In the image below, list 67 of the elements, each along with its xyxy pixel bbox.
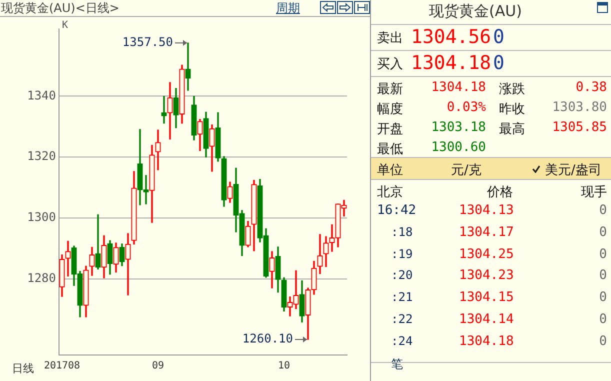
x-tick-label: 09 xyxy=(152,360,164,372)
text: 周期 xyxy=(276,0,300,17)
text: 0 xyxy=(599,290,607,306)
text: 最新 xyxy=(377,81,403,98)
text: 0 xyxy=(493,26,504,48)
text: 日线 xyxy=(12,361,34,376)
text: 16:42 xyxy=(377,203,416,218)
text: 美元/盎司 xyxy=(545,162,602,179)
text: 1300.60 xyxy=(431,140,486,155)
text: :18 xyxy=(391,224,413,239)
candlestick xyxy=(155,130,161,170)
text: 0 xyxy=(599,268,607,284)
y-tick-label: 1280 xyxy=(27,271,56,286)
candlestick xyxy=(161,96,167,124)
annotation: K xyxy=(62,20,68,31)
chart-title: 现货黄金(AU)<日线> xyxy=(1,0,120,17)
candlestick xyxy=(95,214,101,270)
text: 开盘 xyxy=(377,121,403,138)
text: :24 xyxy=(391,334,413,348)
y-tick-label: 1300 xyxy=(27,210,56,224)
text: 0 xyxy=(599,246,607,262)
text: 买入 xyxy=(377,56,403,73)
text: 1304.25 xyxy=(459,246,514,262)
text: :22 xyxy=(391,312,413,326)
text: 1305.85 xyxy=(552,120,607,135)
y-tick-label: 1340 xyxy=(27,88,56,102)
text: 幅度 xyxy=(377,101,403,118)
text: 0.03% xyxy=(446,100,486,115)
text: :19 xyxy=(391,246,413,261)
text: 1304.56 xyxy=(411,26,492,48)
text: 0 xyxy=(599,312,607,327)
text: 0.38 xyxy=(576,80,607,95)
text: 现货黄金(AU) xyxy=(429,2,522,21)
text: 1304.23 xyxy=(459,268,514,284)
text: 1303.18 xyxy=(431,120,486,135)
candlestick xyxy=(185,42,191,91)
text: 单位 xyxy=(377,162,403,179)
text: 1304.14 xyxy=(459,312,514,327)
text: 最低 xyxy=(377,141,403,158)
text: 0 xyxy=(493,52,504,74)
text: 元/克 xyxy=(451,162,482,179)
text: 1304.18 xyxy=(431,80,486,95)
y-tick-label: 1320 xyxy=(27,149,56,164)
text: 1304.15 xyxy=(459,290,514,306)
text: 1304.18 xyxy=(411,52,492,74)
text: 1304.13 xyxy=(459,203,514,218)
text: 昨收 xyxy=(499,101,525,118)
candlestick xyxy=(125,233,131,296)
text: 1303.80 xyxy=(552,100,607,115)
text: 1304.17 xyxy=(459,224,514,240)
text: 价格 xyxy=(487,184,513,201)
text: :21 xyxy=(391,290,413,304)
text: 卖出 xyxy=(377,30,403,47)
candlestick xyxy=(65,240,71,276)
text: 0 xyxy=(599,224,607,240)
text: 现手 xyxy=(581,184,607,201)
annotation: 1357.50 xyxy=(122,35,173,50)
text: 最高 xyxy=(499,121,525,138)
text: 0 xyxy=(599,334,607,349)
text: 北京 xyxy=(377,184,403,201)
x-tick-label: 10 xyxy=(278,360,290,372)
x-tick-label: 201708 xyxy=(44,360,80,372)
text: :20 xyxy=(391,268,413,282)
annotation: 1260.10 xyxy=(242,332,293,346)
text: 1304.18 xyxy=(459,334,514,349)
text: 涨跌 xyxy=(499,81,525,98)
text: 0 xyxy=(599,203,607,218)
